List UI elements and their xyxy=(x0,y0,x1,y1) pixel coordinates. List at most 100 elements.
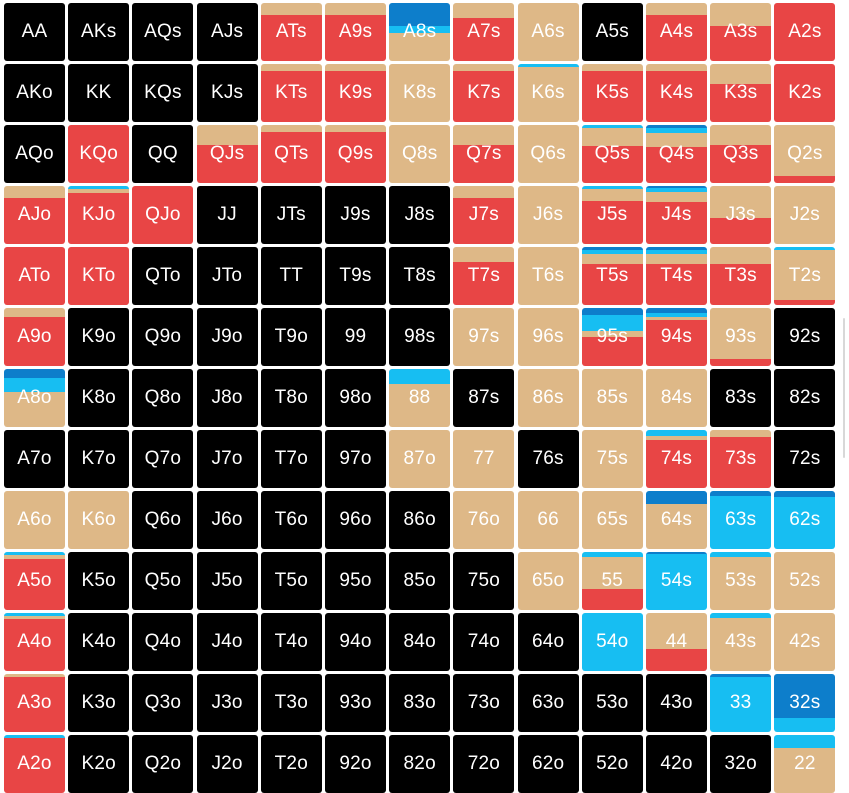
hand-cell-33[interactable]: 33 xyxy=(710,674,772,732)
hand-cell-A2o[interactable]: A2o xyxy=(4,735,65,793)
hand-cell-J7s[interactable]: J7s xyxy=(453,186,515,244)
hand-cell-65s[interactable]: 65s xyxy=(581,491,643,549)
hand-cell-93s[interactable]: 93s xyxy=(710,308,772,366)
hand-cell-T7o[interactable]: T7o xyxy=(260,430,322,488)
hand-cell-K5s[interactable]: K5s xyxy=(581,64,643,122)
hand-cell-K5o[interactable]: K5o xyxy=(68,552,130,610)
hand-cell-QJs[interactable]: QJs xyxy=(196,125,258,183)
hand-cell-Q3o[interactable]: Q3o xyxy=(132,674,194,732)
hand-cell-Q4s[interactable]: Q4s xyxy=(646,125,707,183)
hand-cell-J5s[interactable]: J5s xyxy=(581,186,643,244)
hand-cell-QTo[interactable]: QTo xyxy=(132,247,194,305)
hand-cell-JTo[interactable]: JTo xyxy=(196,247,258,305)
hand-cell-95o[interactable]: 95o xyxy=(325,552,386,610)
hand-cell-A9o[interactable]: A9o xyxy=(4,308,65,366)
hand-cell-T3s[interactable]: T3s xyxy=(710,247,772,305)
hand-cell-QTs[interactable]: QTs xyxy=(260,125,322,183)
hand-cell-73s[interactable]: 73s xyxy=(710,430,772,488)
hand-cell-QJo[interactable]: QJo xyxy=(132,186,194,244)
hand-cell-T2s[interactable]: T2s xyxy=(774,247,836,305)
hand-cell-87s[interactable]: 87s xyxy=(453,369,515,427)
hand-cell-AQo[interactable]: AQo xyxy=(4,125,65,183)
hand-cell-53o[interactable]: 53o xyxy=(581,674,643,732)
hand-cell-A4s[interactable]: A4s xyxy=(646,3,707,61)
hand-cell-76o[interactable]: 76o xyxy=(453,491,515,549)
hand-cell-T3o[interactable]: T3o xyxy=(260,674,322,732)
hand-cell-K3o[interactable]: K3o xyxy=(68,674,130,732)
hand-cell-73o[interactable]: 73o xyxy=(453,674,515,732)
hand-cell-84s[interactable]: 84s xyxy=(646,369,707,427)
hand-cell-Q4o[interactable]: Q4o xyxy=(132,613,194,671)
hand-cell-63o[interactable]: 63o xyxy=(517,674,579,732)
hand-cell-T8o[interactable]: T8o xyxy=(260,369,322,427)
hand-cell-98o[interactable]: 98o xyxy=(325,369,386,427)
hand-cell-43s[interactable]: 43s xyxy=(710,613,772,671)
hand-cell-99[interactable]: 99 xyxy=(325,308,386,366)
hand-cell-T4o[interactable]: T4o xyxy=(260,613,322,671)
hand-cell-76s[interactable]: 76s xyxy=(517,430,579,488)
hand-cell-96s[interactable]: 96s xyxy=(517,308,579,366)
hand-cell-84o[interactable]: 84o xyxy=(389,613,451,671)
hand-cell-55[interactable]: 55 xyxy=(581,552,643,610)
hand-cell-J4o[interactable]: J4o xyxy=(196,613,258,671)
hand-cell-QQ[interactable]: QQ xyxy=(132,125,194,183)
hand-cell-92o[interactable]: 92o xyxy=(325,735,386,793)
hand-cell-KTo[interactable]: KTo xyxy=(68,247,130,305)
hand-cell-K9s[interactable]: K9s xyxy=(325,64,386,122)
hand-cell-Q8o[interactable]: Q8o xyxy=(132,369,194,427)
hand-cell-Q2o[interactable]: Q2o xyxy=(132,735,194,793)
hand-cell-T6s[interactable]: T6s xyxy=(517,247,579,305)
hand-cell-54o[interactable]: 54o xyxy=(581,613,643,671)
hand-cell-T9o[interactable]: T9o xyxy=(260,308,322,366)
hand-cell-AA[interactable]: AA xyxy=(4,3,65,61)
hand-cell-95s[interactable]: 95s xyxy=(581,308,643,366)
hand-cell-75s[interactable]: 75s xyxy=(581,430,643,488)
hand-cell-KK[interactable]: KK xyxy=(68,64,130,122)
hand-cell-52o[interactable]: 52o xyxy=(581,735,643,793)
hand-cell-AKo[interactable]: AKo xyxy=(4,64,65,122)
hand-cell-92s[interactable]: 92s xyxy=(774,308,836,366)
hand-cell-K2o[interactable]: K2o xyxy=(68,735,130,793)
hand-cell-62s[interactable]: 62s xyxy=(774,491,836,549)
hand-cell-Q2s[interactable]: Q2s xyxy=(774,125,836,183)
hand-cell-J5o[interactable]: J5o xyxy=(196,552,258,610)
hand-cell-J6o[interactable]: J6o xyxy=(196,491,258,549)
hand-cell-Q3s[interactable]: Q3s xyxy=(710,125,772,183)
hand-cell-K6o[interactable]: K6o xyxy=(68,491,130,549)
hand-cell-62o[interactable]: 62o xyxy=(517,735,579,793)
hand-cell-K8s[interactable]: K8s xyxy=(389,64,451,122)
hand-cell-85s[interactable]: 85s xyxy=(581,369,643,427)
hand-cell-T5o[interactable]: T5o xyxy=(260,552,322,610)
hand-cell-32o[interactable]: 32o xyxy=(710,735,772,793)
hand-cell-J9s[interactable]: J9s xyxy=(325,186,386,244)
hand-cell-J3o[interactable]: J3o xyxy=(196,674,258,732)
hand-cell-93o[interactable]: 93o xyxy=(325,674,386,732)
hand-cell-KJs[interactable]: KJs xyxy=(196,64,258,122)
hand-cell-A3o[interactable]: A3o xyxy=(4,674,65,732)
hand-cell-74s[interactable]: 74s xyxy=(646,430,707,488)
hand-cell-K4s[interactable]: K4s xyxy=(646,64,707,122)
hand-cell-JJ[interactable]: JJ xyxy=(196,186,258,244)
hand-cell-64s[interactable]: 64s xyxy=(646,491,707,549)
hand-cell-KQo[interactable]: KQo xyxy=(68,125,130,183)
hand-cell-TT[interactable]: TT xyxy=(260,247,322,305)
hand-cell-JTs[interactable]: JTs xyxy=(260,186,322,244)
hand-cell-52s[interactable]: 52s xyxy=(774,552,836,610)
hand-cell-ATo[interactable]: ATo xyxy=(4,247,65,305)
hand-cell-97s[interactable]: 97s xyxy=(453,308,515,366)
hand-cell-Q7s[interactable]: Q7s xyxy=(453,125,515,183)
hand-cell-43o[interactable]: 43o xyxy=(646,674,707,732)
hand-cell-77[interactable]: 77 xyxy=(453,430,515,488)
hand-cell-J9o[interactable]: J9o xyxy=(196,308,258,366)
hand-cell-22[interactable]: 22 xyxy=(774,735,836,793)
hand-cell-86s[interactable]: 86s xyxy=(517,369,579,427)
hand-cell-72o[interactable]: 72o xyxy=(453,735,515,793)
hand-cell-K3s[interactable]: K3s xyxy=(710,64,772,122)
hand-cell-KQs[interactable]: KQs xyxy=(132,64,194,122)
hand-cell-Q8s[interactable]: Q8s xyxy=(389,125,451,183)
hand-cell-Q7o[interactable]: Q7o xyxy=(132,430,194,488)
hand-cell-97o[interactable]: 97o xyxy=(325,430,386,488)
hand-cell-A6o[interactable]: A6o xyxy=(4,491,65,549)
hand-cell-T5s[interactable]: T5s xyxy=(581,247,643,305)
hand-cell-83o[interactable]: 83o xyxy=(389,674,451,732)
